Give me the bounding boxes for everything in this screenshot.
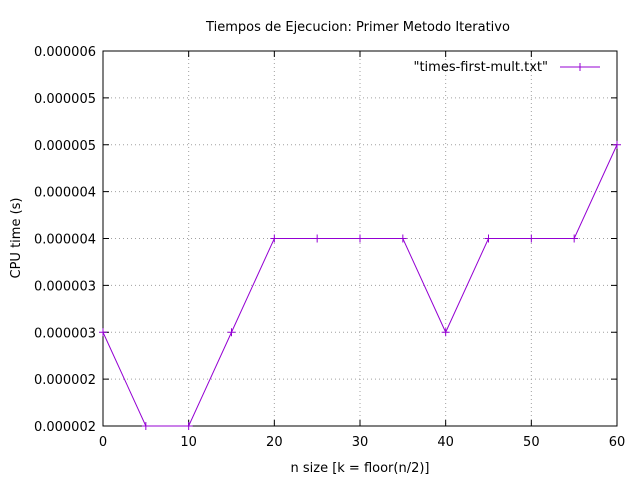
y-tick-label: 0.000003 — [34, 326, 96, 341]
data-point-marker — [570, 234, 579, 243]
legend-marker — [576, 63, 584, 71]
y-tick-label: 0.000002 — [34, 373, 96, 388]
y-axis-label: CPU time (s) — [9, 198, 24, 279]
data-point-marker — [527, 234, 536, 243]
series-layer — [99, 140, 621, 430]
y-axis-ticks: 0.000002 0.000002 0.000003 0.000003 0.000004… — [34, 45, 617, 435]
x-axis-label: n size [k = floor(n/2)] — [290, 461, 429, 476]
y-tick-label: 0.000005 — [34, 92, 96, 107]
plot-border — [102, 50, 618, 427]
x-tick-label: 10 — [180, 435, 197, 450]
y-tick-label: 0.000004 — [34, 186, 96, 201]
data-point-marker — [356, 234, 364, 243]
data-point-marker — [441, 328, 450, 337]
x-tick-label: 60 — [609, 435, 626, 450]
x-tick-label: 50 — [523, 435, 540, 450]
x-tick-label: 0 — [99, 435, 107, 450]
y-tick-label: 0.000006 — [34, 45, 96, 60]
data-point-marker — [184, 422, 193, 430]
x-tick-label: 30 — [352, 435, 369, 450]
y-tick-label: 0.000004 — [34, 233, 96, 248]
chart-title: Tiempos de Ejecucion: Primer Metodo Iter… — [205, 20, 510, 35]
y-tick-label: 0.000002 — [34, 420, 96, 435]
x-tick-label: 40 — [437, 435, 454, 450]
data-point-marker — [398, 234, 407, 243]
data-point-marker — [99, 328, 107, 337]
data-point-marker — [613, 140, 621, 149]
data-point-marker — [270, 234, 279, 243]
data-point-marker — [313, 234, 322, 243]
y-tick-label: 0.000003 — [34, 279, 96, 294]
data-point-marker — [484, 234, 493, 243]
data-point-marker — [141, 422, 150, 430]
legend: "times-first-mult.txt" — [413, 60, 600, 75]
x-axis-ticks: 0 10 20 30 40 50 60 — [99, 51, 625, 450]
data-point-marker — [227, 328, 236, 337]
y-tick-label: 0.000005 — [34, 139, 96, 154]
legend-label: "times-first-mult.txt" — [413, 60, 548, 75]
x-tick-label: 20 — [266, 435, 283, 450]
